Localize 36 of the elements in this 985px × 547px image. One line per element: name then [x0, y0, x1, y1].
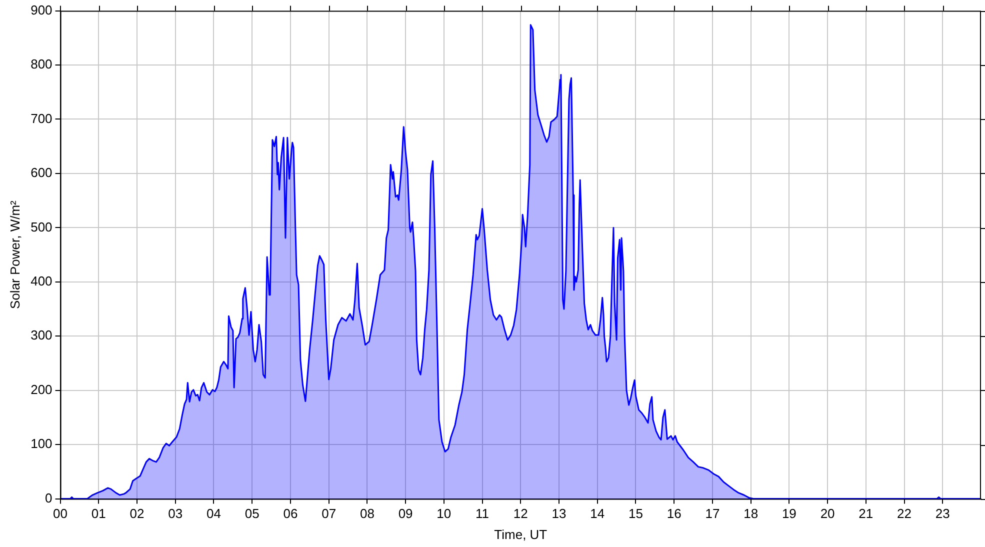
x-tick-label: 08 — [360, 506, 374, 522]
x-tick-label: 16 — [666, 506, 682, 522]
x-tick-label: 20 — [820, 506, 835, 522]
y-tick-label: 600 — [30, 165, 52, 180]
x-tick-label: 23 — [935, 506, 950, 522]
y-tick-label: 700 — [30, 110, 52, 126]
y-tick-label: 0 — [45, 490, 52, 506]
y-axis-title: Solar Power, W/m² — [7, 200, 22, 309]
x-tick-label: 19 — [782, 506, 796, 522]
y-tick-label: 300 — [30, 328, 52, 343]
y-tick-label: 800 — [30, 56, 52, 72]
x-tick-label: 06 — [283, 506, 298, 522]
x-tick-label: 01 — [91, 506, 106, 522]
x-axis-title: Time, UT — [494, 526, 548, 542]
x-tick-label: 11 — [476, 506, 490, 522]
y-tick-label: 200 — [30, 382, 52, 397]
y-tick-label: 500 — [30, 219, 52, 234]
x-tick-label: 03 — [168, 506, 183, 522]
x-tick-label: 17 — [705, 506, 720, 522]
x-tick-label: 22 — [897, 506, 912, 522]
x-tick-label: 15 — [628, 506, 643, 522]
x-tick-label: 21 — [858, 506, 874, 522]
x-tick-label: 13 — [552, 506, 566, 522]
x-tick-label: 07 — [322, 506, 336, 522]
x-tick-label: 10 — [436, 506, 452, 522]
x-tick-label: 02 — [130, 506, 144, 522]
x-tick-label: 14 — [590, 506, 605, 522]
y-tick-label: 900 — [30, 2, 52, 18]
x-tick-label: 09 — [398, 506, 413, 522]
y-tick-label: 100 — [30, 436, 52, 452]
y-tick-label: 400 — [30, 273, 52, 288]
x-tick-label: 18 — [744, 506, 758, 522]
x-tick-label: 12 — [513, 506, 528, 522]
x-tick-label: 05 — [244, 506, 260, 522]
x-tick-label: 00 — [53, 506, 68, 522]
x-tick-label: 04 — [206, 506, 221, 522]
